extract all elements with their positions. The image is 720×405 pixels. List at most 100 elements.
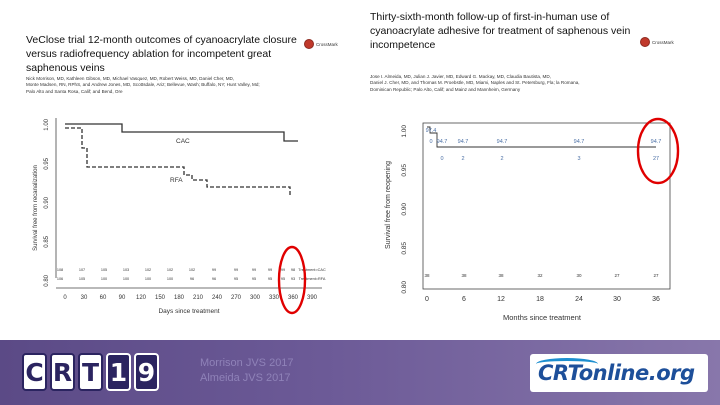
- right-point-label: 94.7: [574, 139, 585, 145]
- left-cac-curve: [65, 123, 298, 142]
- left-xtick: 240: [212, 295, 223, 301]
- risk-cac-cell: 99: [212, 268, 216, 272]
- right-ytick: 0.90: [401, 203, 408, 216]
- risk-rfa-cell: 96: [212, 277, 216, 281]
- risk-cac-cell: 108: [57, 268, 63, 272]
- left-ytick: 0.95: [44, 157, 50, 169]
- swoosh-icon: [536, 358, 598, 370]
- citations: Morrison JVS 2017 Almeida JVS 2017: [200, 356, 294, 386]
- left-xtick: 270: [231, 295, 242, 301]
- risk-cac-cell: 99: [268, 268, 272, 272]
- left-xtick: 120: [136, 295, 147, 301]
- left-ytick: 0.80: [44, 274, 50, 286]
- left-paper-title: VeClose trial 12-month outcomes of cyano…: [26, 33, 326, 75]
- right-point-label: 94.7: [651, 139, 662, 145]
- right-xtick: 36: [652, 296, 660, 303]
- risk-rfa-cell: 96: [190, 277, 194, 281]
- right-risk-cell: 38: [461, 273, 467, 278]
- right-paper-panel: Thirty-sixth-month follow-up of first-in…: [360, 0, 720, 340]
- right-authors-line-3: Dominican Republic; Palo Alto, Calif; an…: [370, 86, 521, 92]
- crossmark-label: CrossMark: [652, 39, 674, 45]
- right-point-label: 94.7: [497, 139, 508, 145]
- left-xtick: 180: [174, 295, 185, 301]
- risk-cac-cell: 107: [79, 268, 85, 272]
- risk-rfa-cell: 105: [79, 277, 85, 281]
- left-authors-line-3: Palo Alto and Santa Rosa, Calif; and Ben…: [26, 88, 123, 94]
- risk-cac-cell: 98: [291, 268, 295, 272]
- risk-cac-cell: 102: [167, 268, 173, 272]
- right-km-chart: Survival free from reopening 1.00 0.95 0…: [385, 117, 680, 322]
- risk-cac-cell: 99: [252, 268, 256, 272]
- right-point-count: 27: [653, 156, 659, 162]
- risk-rfa-cell: 95: [281, 277, 285, 281]
- right-paper-title: Thirty-sixth-month follow-up of first-in…: [370, 10, 660, 52]
- risk-rfa-cell: 93: [291, 277, 295, 281]
- right-point-count: 3: [577, 156, 580, 162]
- right-plot-frame: [422, 122, 671, 290]
- left-rfa-curve: [65, 127, 291, 195]
- right-crossmark-badge: CrossMark: [640, 36, 674, 48]
- left-title-line-3: saphenous veins: [26, 62, 105, 74]
- risk-rfa-cell: 100: [145, 277, 151, 281]
- risk-cac-cell: 103: [123, 268, 129, 272]
- logo-tile: 1: [106, 353, 131, 391]
- left-xtick: 330: [269, 295, 280, 301]
- left-ytick: 0.85: [44, 235, 50, 247]
- crtonline-logo[interactable]: CRTonline.org: [530, 354, 708, 392]
- left-ylabel: Survival free from recanalization: [33, 165, 39, 251]
- right-highlight-circle: [636, 117, 680, 185]
- crossmark-icon: [304, 39, 314, 49]
- right-xlabel: Months since treatment: [503, 313, 582, 322]
- left-xtick: 90: [119, 295, 126, 301]
- right-authors-line-1: Jose I. Almeida, MD, Julian J. Javier, M…: [370, 74, 551, 79]
- right-xtick: 18: [536, 296, 544, 303]
- right-xtick: 0: [425, 296, 429, 303]
- right-point-count: 0: [440, 156, 443, 162]
- right-risk-cell: 30: [576, 273, 582, 278]
- risk-cac-cell: 99: [281, 268, 285, 272]
- right-title-line-2: cyanoacrylate adhesive for treatment of …: [370, 25, 631, 37]
- right-risk-cell: 27: [653, 273, 659, 278]
- left-authors-line-1: Nick Morrison, MD, Kathleen Gibson, MD, …: [26, 76, 235, 81]
- risk-cac-cell: 105: [101, 268, 107, 272]
- right-ytick: 1.00: [401, 125, 408, 138]
- left-crossmark-badge: CrossMark: [304, 38, 338, 50]
- risk-rfa-cell: 106: [57, 277, 63, 281]
- right-title-line-1: Thirty-sixth-month follow-up of first-in…: [370, 11, 610, 23]
- left-title-line-2: versus radiofrequency ablation for incom…: [26, 48, 272, 60]
- right-point-count: 2: [500, 156, 503, 162]
- right-authors-line-2: Daniel J. Cher, MD, and Thomas M. Proebs…: [370, 80, 580, 86]
- left-xtick: 150: [155, 295, 166, 301]
- right-ylabel: Survival free from reopening: [385, 161, 392, 249]
- citation-almeida: Almeida JVS 2017: [200, 372, 291, 384]
- right-xtick: 6: [462, 296, 466, 303]
- right-risk-cell: 38: [424, 273, 430, 278]
- right-xtick: 24: [575, 296, 583, 303]
- right-ytick: 0.95: [401, 164, 408, 177]
- left-ytick: 1.00: [44, 118, 50, 130]
- risk-rfa-cell: 100: [101, 277, 107, 281]
- risk-cac-cell: 99: [234, 268, 238, 272]
- left-xtick: 390: [307, 295, 318, 301]
- right-risk-cell: 32: [537, 273, 543, 278]
- right-risk-cell: 27: [614, 273, 620, 278]
- logo-tile: 9: [134, 353, 159, 391]
- citation-morrison: Morrison JVS 2017: [200, 357, 294, 369]
- right-ytick: 0.85: [401, 242, 408, 255]
- right-point-count: 0: [429, 139, 432, 145]
- right-title-line-3: incompetence: [370, 39, 436, 51]
- footer-banner: C R T 1 9 Morrison JVS 2017 Almeida JVS …: [0, 340, 720, 405]
- right-xtick: 12: [497, 296, 505, 303]
- left-xtick: 30: [81, 295, 88, 301]
- right-paper-authors: Jose I. Almeida, MD, Julian J. Javier, M…: [370, 74, 700, 93]
- left-title-line-1: VeClose trial 12-month outcomes of cyano…: [26, 34, 297, 46]
- left-xtick: 300: [250, 295, 261, 301]
- left-rfa-label: RFA: [170, 177, 183, 184]
- left-xlabel: Days since treatment: [158, 308, 219, 315]
- right-point-label: 94.7: [458, 139, 469, 145]
- left-authors-line-2: Monte Madsen, RN, RPhS, and Andrew Jones…: [26, 82, 260, 88]
- left-xtick: 0: [63, 295, 67, 301]
- risk-rfa-cell: 100: [123, 277, 129, 281]
- logo-tile: R: [50, 353, 75, 391]
- risk-rfa-cell: 95: [252, 277, 256, 281]
